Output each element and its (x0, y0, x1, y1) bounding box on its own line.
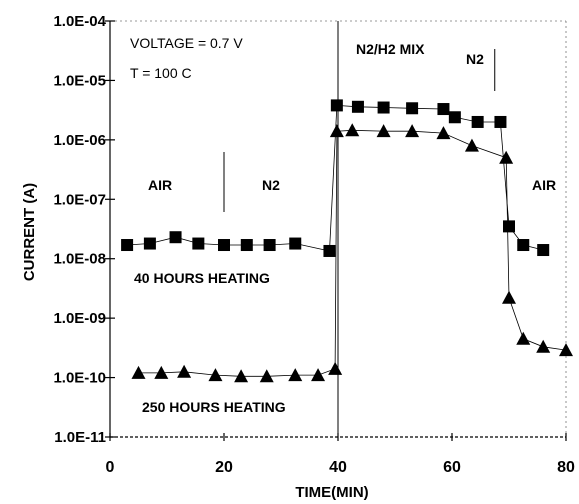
square-marker (517, 239, 530, 252)
y-tick-label: 1.0E-10 (53, 370, 106, 387)
triangle-marker (345, 123, 360, 137)
annotation-air-right: AIR (532, 177, 556, 193)
square-marker (351, 100, 364, 113)
annotation-voltage: VOLTAGE = 0.7 V (130, 35, 243, 51)
annotation-n2-left: N2 (262, 177, 280, 193)
x-tick-label: 60 (443, 459, 461, 476)
annotation-air-left: AIR (148, 177, 172, 193)
triangle-marker (502, 290, 516, 304)
square-marker (263, 239, 276, 252)
triangle-marker (516, 331, 531, 345)
triangle-marker (311, 368, 326, 382)
square-marker (240, 239, 253, 252)
triangle-marker (405, 124, 420, 138)
annotation-n2-right: N2 (466, 51, 484, 67)
x-tick-label: 0 (106, 459, 115, 476)
y-axis-ticks: 1.0E-11 1.0E-10 1.0E-09 1.0E-08 1.0E-07 1.0E-… (53, 13, 115, 446)
triangle-marker (376, 124, 391, 138)
square-marker (377, 101, 390, 114)
square-marker (192, 237, 205, 250)
annotation-40-hours: 40 HOURS HEATING (134, 270, 270, 286)
square-marker (437, 103, 450, 116)
annotation-n2h2-mix: N2/H2 MIX (356, 41, 425, 57)
y-axis-label: CURRENT (A) (21, 183, 38, 281)
annotation-250-hours: 250 HOURS HEATING (142, 399, 286, 415)
triangle-marker (464, 138, 479, 152)
triangle-marker (154, 365, 169, 379)
y-tick-label: 1.0E-04 (53, 13, 106, 30)
square-marker (323, 244, 336, 257)
y-tick-label: 1.0E-05 (53, 72, 106, 89)
x-tick-label: 40 (329, 459, 347, 476)
y-tick-label: 1.0E-09 (53, 310, 106, 327)
x-tick-label: 20 (215, 459, 233, 476)
triangle-marker (288, 368, 303, 382)
square-marker (169, 231, 182, 244)
square-marker (330, 99, 343, 112)
triangle-marker (177, 364, 192, 378)
square-marker (289, 237, 302, 250)
triangle-marker (259, 369, 274, 383)
y-tick-label: 1.0E-06 (53, 132, 106, 149)
square-marker (143, 237, 156, 250)
triangle-marker (436, 126, 451, 140)
triangle-marker (208, 368, 223, 382)
triangle-marker (536, 339, 551, 353)
data-markers (121, 99, 573, 383)
y-tick-label: 1.0E-11 (54, 429, 106, 446)
square-marker (218, 239, 230, 252)
square-marker (121, 239, 134, 252)
y-tick-label: 1.0E-08 (53, 251, 106, 268)
triangle-marker (329, 124, 344, 138)
triangle-marker (234, 369, 249, 383)
x-tick-label: 80 (557, 459, 575, 476)
triangle-marker (131, 365, 146, 379)
triangle-marker (559, 343, 573, 357)
square-marker (448, 111, 461, 124)
x-axis-label: TIME(MIN) (295, 484, 368, 501)
triangle-marker (328, 361, 343, 375)
triangle-marker (499, 150, 514, 164)
x-axis-ticks: 0 20 40 60 80 (106, 433, 575, 476)
square-marker (406, 102, 419, 115)
square-marker (537, 244, 550, 257)
y-tick-label: 1.0E-07 (53, 191, 106, 208)
square-marker (503, 220, 515, 233)
series-line-1 (138, 129, 567, 377)
annotation-temperature: T = 100 C (130, 65, 192, 81)
square-marker (494, 115, 507, 128)
square-marker (471, 115, 484, 128)
